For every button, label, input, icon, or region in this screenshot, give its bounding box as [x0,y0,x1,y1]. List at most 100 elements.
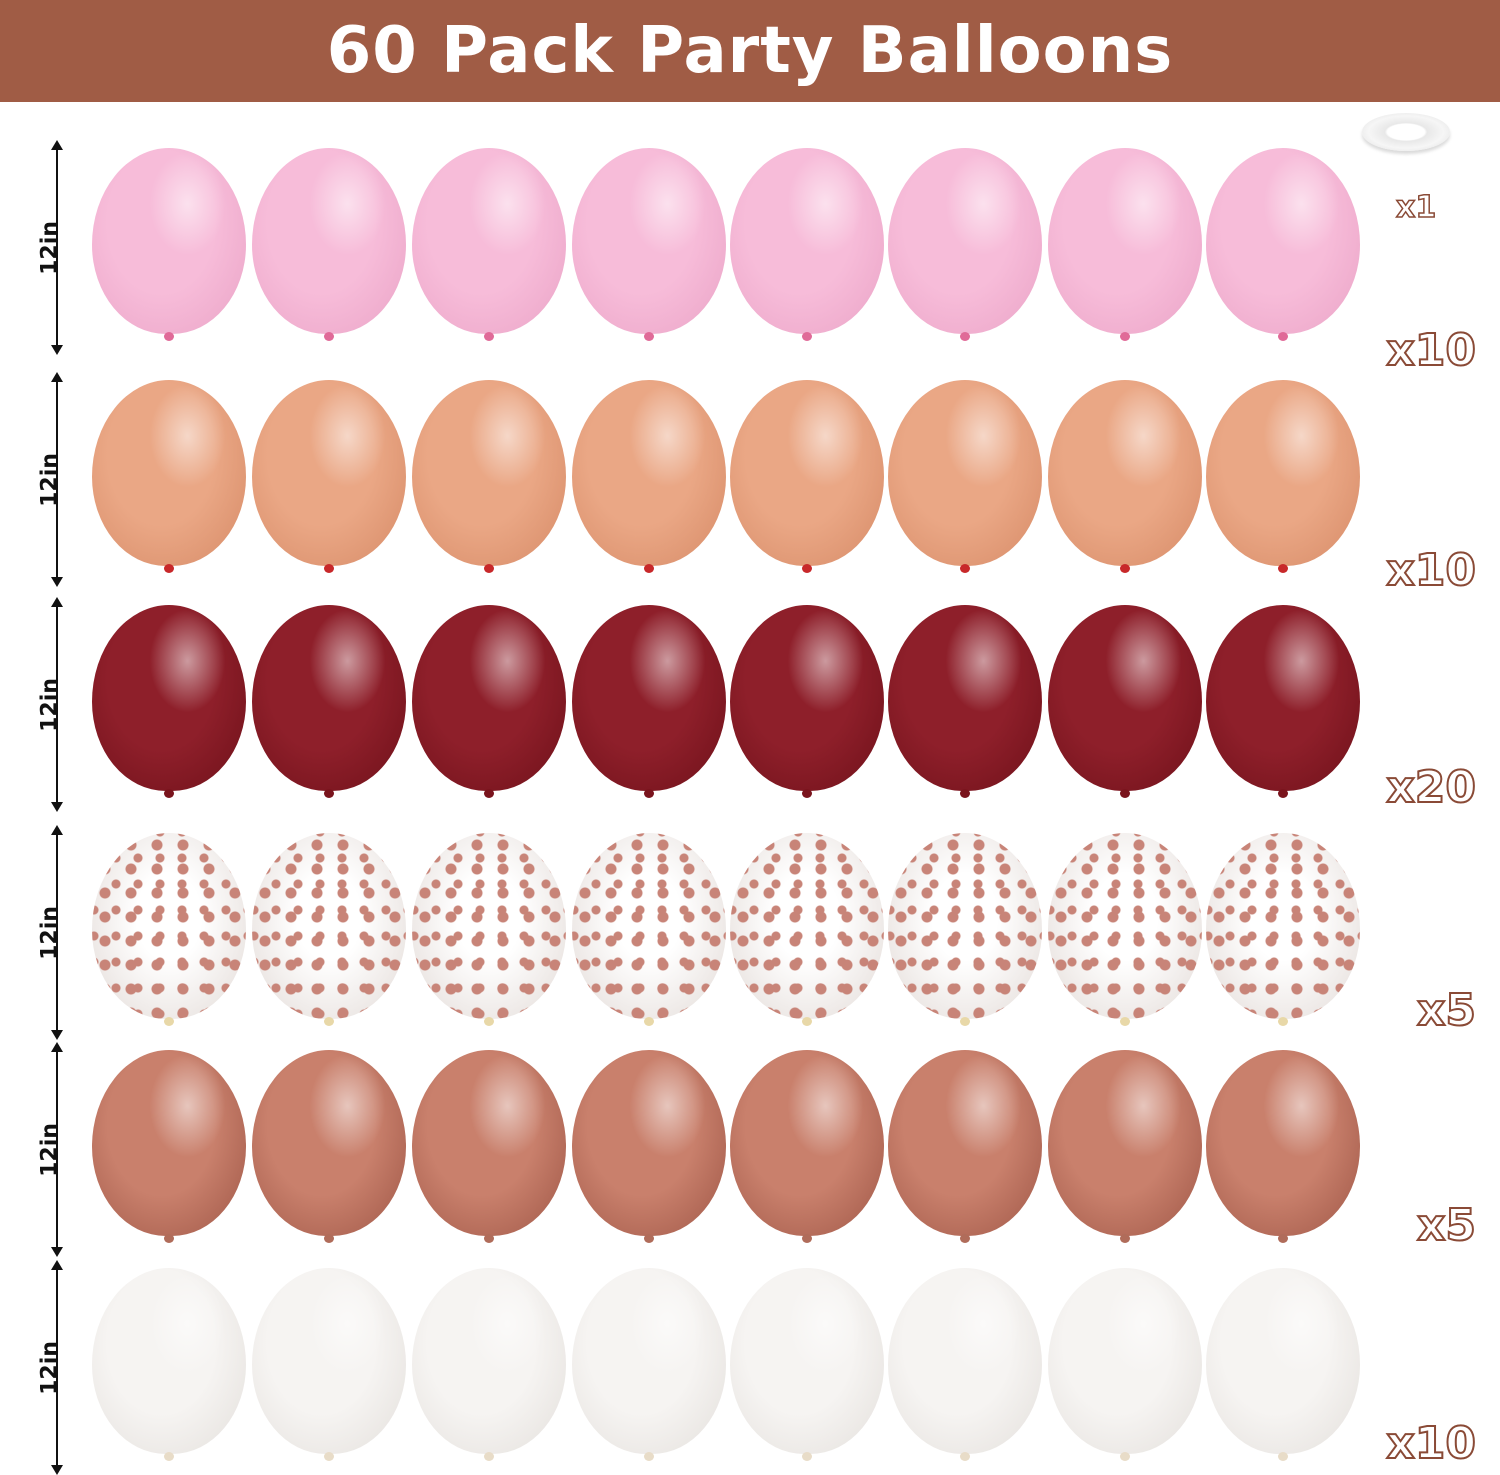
arrow-down-icon [51,802,63,812]
size-indicator: 12in [30,372,80,587]
balloon [1206,380,1360,566]
arrow-up-icon [51,372,63,382]
balloon [572,1268,726,1454]
quantity-label: x10 [1385,544,1477,597]
balloon-knot [802,1234,812,1243]
arrow-down-icon [51,345,63,355]
balloon [730,1050,884,1236]
ribbon-roll-icon [1362,113,1450,151]
balloon [92,605,246,791]
arrow-up-icon [51,140,63,150]
balloon [888,148,1042,334]
balloon-row: 12in [0,372,1500,587]
balloon-knot [164,332,174,341]
balloon [1048,1050,1202,1236]
balloon [572,380,726,566]
size-label: 12in [37,220,63,275]
balloon [252,380,406,566]
balloon [412,833,566,1019]
balloon-row: 12in [0,140,1500,355]
quantity-label: x5 [1416,1199,1477,1252]
balloon [572,148,726,334]
balloon-row: 12in [0,825,1500,1040]
balloon [252,1050,406,1236]
dimension-line [56,1048,58,1251]
balloon-knot [324,1017,334,1026]
arrow-up-icon [51,825,63,835]
balloon-knot [1278,564,1288,573]
balloon-knot [484,564,494,573]
balloon-knot [324,1234,334,1243]
balloon-knot [1120,332,1130,341]
balloon-knot [960,564,970,573]
arrow-down-icon [51,1247,63,1257]
arrow-down-icon [51,1465,63,1475]
balloon [572,605,726,791]
balloon [888,1268,1042,1454]
quantity-label: x10 [1385,324,1477,377]
balloon-knot [484,1452,494,1461]
balloon-knot [484,332,494,341]
balloon [412,1268,566,1454]
balloon-knot [1278,332,1288,341]
balloon [412,605,566,791]
balloon [730,1268,884,1454]
balloon [888,380,1042,566]
arrow-down-icon [51,577,63,587]
balloon-knot [324,564,334,573]
balloon-knot [484,1017,494,1026]
balloon-knot [484,1234,494,1243]
balloon [888,605,1042,791]
quantity-label: x20 [1385,761,1477,814]
balloon [92,380,246,566]
size-indicator: 12in [30,597,80,812]
balloon [92,1050,246,1236]
balloon [1048,148,1202,334]
balloon-knot [484,789,494,798]
quantity-label: x10 [1385,1417,1477,1470]
balloon-row: 12in [0,1042,1500,1257]
dimension-line [56,378,58,581]
balloon [572,1050,726,1236]
balloon [1048,1268,1202,1454]
balloon-knot [324,332,334,341]
balloon [1206,605,1360,791]
size-label: 12in [37,905,63,960]
dimension-line [56,603,58,806]
balloon-knot [960,332,970,341]
dimension-line [56,1266,58,1469]
page-title: 60 Pack Party Balloons [326,14,1174,88]
arrow-up-icon [51,597,63,607]
balloon-knot [1120,1234,1130,1243]
balloon [412,1050,566,1236]
balloon [1206,833,1360,1019]
quantity-label: x5 [1416,984,1477,1037]
balloon [252,148,406,334]
arrow-up-icon [51,1260,63,1270]
balloon-knot [960,1017,970,1026]
ribbon-count: x1 [1395,189,1437,226]
balloon [1048,380,1202,566]
balloon [730,833,884,1019]
balloon [412,148,566,334]
balloon [92,833,246,1019]
balloon [1206,148,1360,334]
balloon-knot [802,1017,812,1026]
balloon-knot [164,1452,174,1461]
balloon-knot [644,789,654,798]
balloon-knot [960,1452,970,1461]
balloon [92,148,246,334]
size-label: 12in [37,1340,63,1395]
balloon [412,380,566,566]
balloon [888,833,1042,1019]
balloon-knot [802,789,812,798]
balloon [252,1268,406,1454]
balloon-knot [644,564,654,573]
size-indicator: 12in [30,140,80,355]
balloon-knot [164,564,174,573]
balloon-knot [644,332,654,341]
balloon-knot [164,1017,174,1026]
balloon-row: 12in [0,597,1500,812]
balloon [730,605,884,791]
balloon-knot [1120,789,1130,798]
